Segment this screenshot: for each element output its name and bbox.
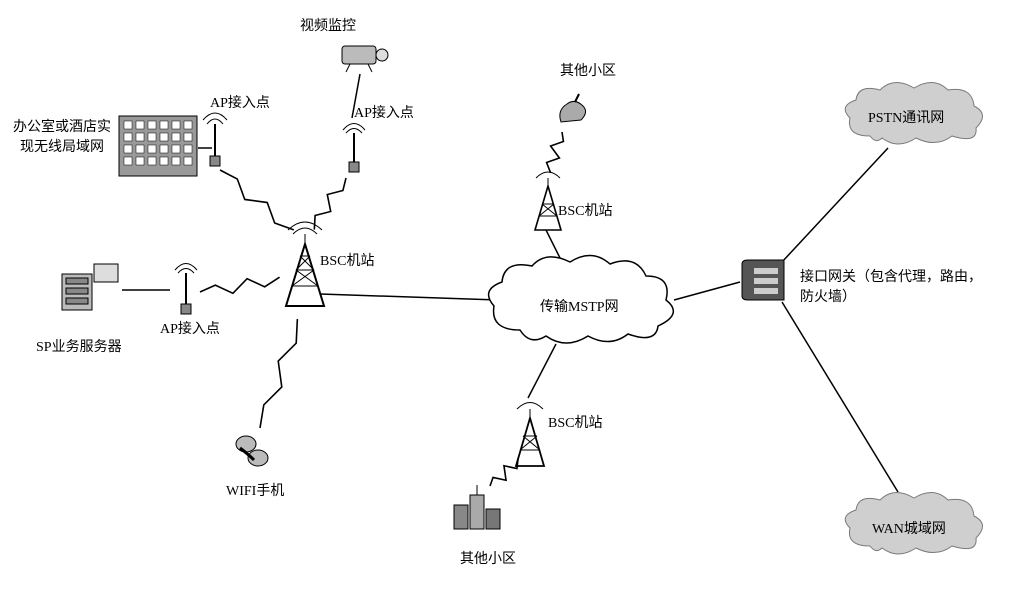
gateway-icon [740, 258, 786, 307]
ap2-icon [340, 120, 368, 179]
building-icon [118, 115, 198, 182]
ap3-label: AP接入点 [160, 318, 220, 338]
bsc-top-label: BSC机站 [558, 200, 612, 220]
other-cell-bottom-label: 其他小区 [460, 548, 516, 568]
transport-cloud-label: 传输MSTP网 [540, 296, 619, 316]
other-cell-top-icon [555, 92, 591, 133]
wifi-phone-icon [230, 430, 274, 479]
ap3-icon [172, 260, 200, 321]
ap1-label: AP接入点 [210, 92, 270, 112]
office-wlan-label: 办公室或酒店实现无线局域网 [10, 118, 114, 157]
pstn-label: PSTN通讯网 [868, 107, 944, 127]
sp-server-label: SP业务服务器 [36, 336, 122, 356]
video-camera-icon [340, 40, 390, 79]
wan-label: WAN城域网 [872, 518, 946, 538]
other-cell-bottom-icon [450, 485, 510, 538]
wifi-phone-label: WIFI手机 [226, 480, 284, 500]
sp-server-icon [60, 260, 124, 319]
gateway-label: 接口网关（包含代理，路由，防火墙） [800, 268, 990, 307]
ap1-icon [200, 110, 230, 173]
bsc-bottom-icon [510, 400, 550, 475]
video-surveillance-label: 视频监控 [300, 15, 356, 35]
other-cell-top-label: 其他小区 [560, 60, 616, 80]
ap2-label: AP接入点 [354, 102, 414, 122]
bsc-main-label: BSC机站 [320, 250, 374, 270]
bsc-bottom-label: BSC机站 [548, 412, 602, 432]
diagram-stage: 视频监控 AP接入点 AP接入点 [0, 0, 1022, 607]
